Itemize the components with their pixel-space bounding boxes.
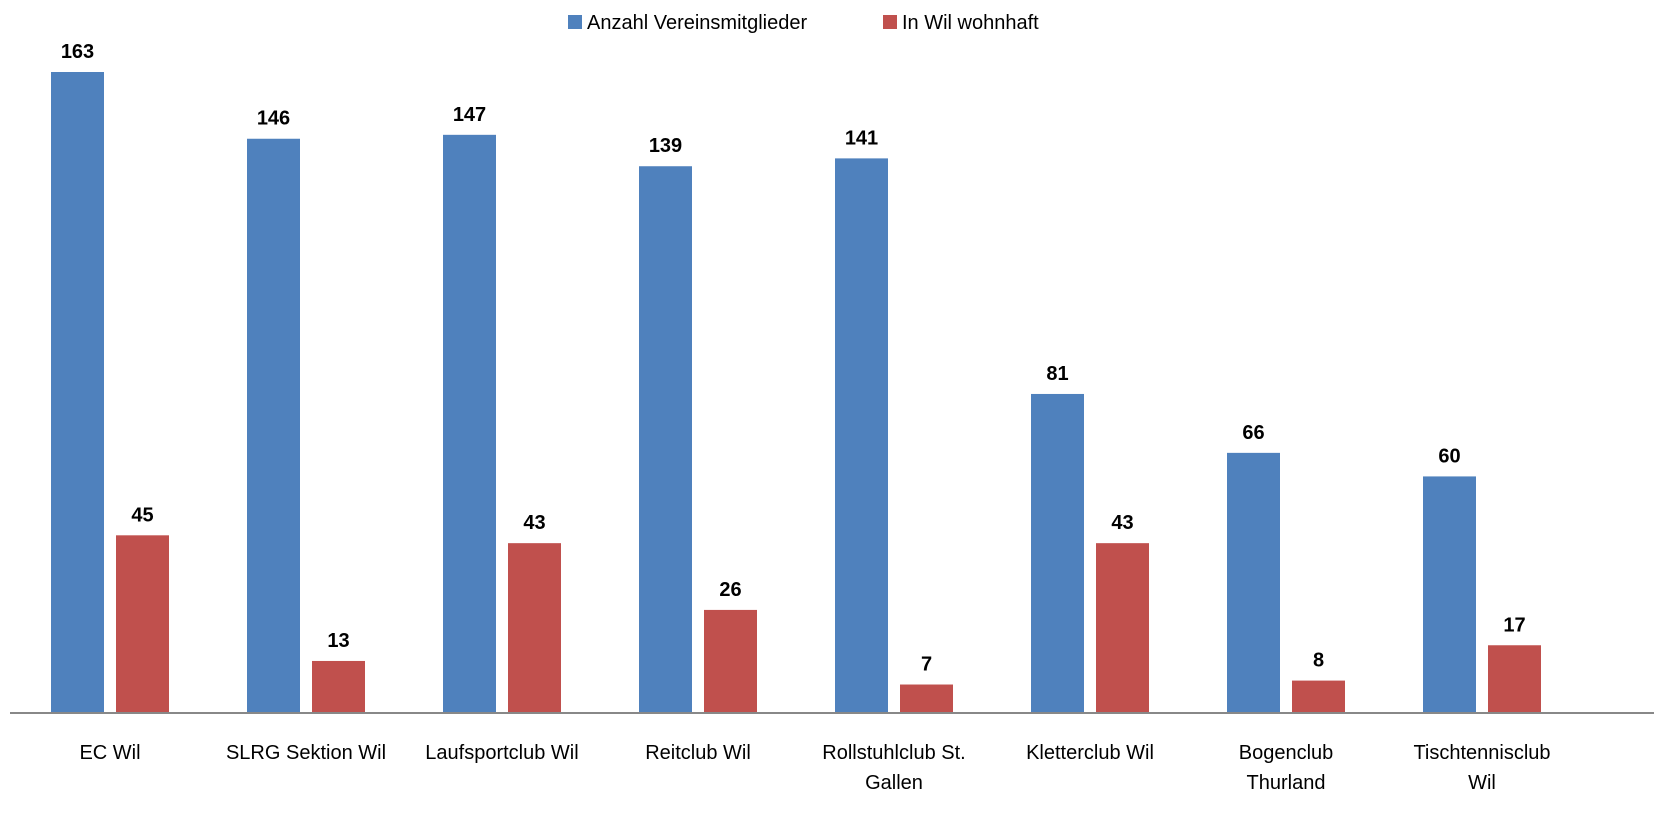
value-label: 43	[523, 512, 545, 534]
x-tick-label: EC Wil	[79, 742, 140, 764]
value-label: 26	[719, 579, 741, 601]
bar	[51, 72, 104, 712]
bar	[1096, 543, 1149, 712]
legend-swatch	[883, 15, 897, 29]
bar	[1423, 476, 1476, 712]
x-tick-label: Rollstuhlclub St. Gallen	[822, 742, 965, 794]
x-tick-label: Laufsportclub Wil	[425, 742, 578, 764]
value-label: 60	[1438, 445, 1460, 467]
value-label: 66	[1242, 422, 1264, 444]
bar	[900, 684, 953, 712]
bar	[1292, 680, 1345, 712]
bar	[116, 535, 169, 712]
x-tick-label: Reitclub Wil	[645, 742, 751, 764]
value-label: 17	[1503, 614, 1525, 636]
value-label: 13	[327, 630, 349, 652]
bar	[1227, 452, 1280, 712]
value-label: 139	[649, 135, 682, 157]
legend-label: In Wil wohnhaft	[902, 12, 1039, 34]
bar	[1488, 645, 1541, 712]
value-label: 163	[61, 41, 94, 63]
bar	[247, 138, 300, 712]
x-tick-label: SLRG Sektion Wil	[226, 742, 386, 764]
value-label: 146	[257, 108, 290, 130]
legend-label: Anzahl Vereinsmitglieder	[587, 12, 807, 34]
value-label: 141	[845, 127, 878, 149]
bar	[835, 158, 888, 712]
legend-swatch	[568, 15, 582, 29]
bar	[639, 166, 692, 712]
value-label: 81	[1046, 363, 1068, 385]
x-tick-label: Bogenclub Thurland	[1239, 742, 1334, 794]
bar	[443, 134, 496, 712]
value-label: 147	[453, 104, 486, 126]
value-label: 45	[131, 504, 153, 526]
bar	[1031, 393, 1084, 712]
bar	[508, 543, 561, 712]
value-label: 7	[921, 654, 932, 676]
x-tick-label: Kletterclub Wil	[1026, 742, 1154, 764]
value-label: 8	[1313, 650, 1324, 672]
bar	[704, 609, 757, 712]
bar	[312, 660, 365, 712]
value-label: 43	[1111, 512, 1133, 534]
x-tick-label: Tischtennisclub Wil	[1413, 742, 1550, 794]
